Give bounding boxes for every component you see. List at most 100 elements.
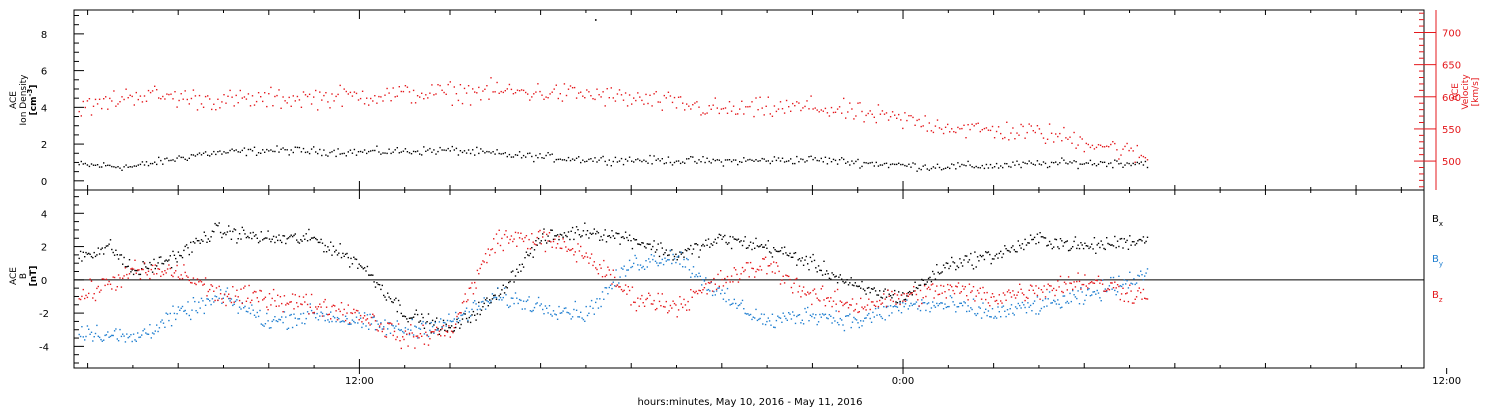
- bz-point: [880, 303, 882, 305]
- bx-point: [540, 240, 542, 242]
- density-point: [792, 162, 794, 165]
- bz-point: [444, 335, 446, 337]
- bz-point: [403, 338, 405, 341]
- bx-point: [513, 281, 515, 283]
- by-point: [120, 335, 123, 338]
- density-point: [518, 151, 521, 153]
- by-point: [561, 312, 563, 314]
- by-point: [188, 314, 190, 317]
- bx-point: [577, 229, 579, 231]
- by-point: [691, 272, 693, 275]
- density-point: [694, 160, 696, 163]
- by-point: [296, 324, 298, 326]
- velocity-point: [225, 102, 227, 104]
- bz-point: [1010, 296, 1013, 298]
- bz-point: [266, 306, 268, 308]
- bz-point: [783, 282, 786, 284]
- bx-point: [668, 254, 670, 256]
- bz-point: [278, 305, 280, 307]
- bx-point: [180, 255, 182, 257]
- bx-point: [775, 250, 778, 252]
- by-point: [1111, 288, 1113, 290]
- bx-point: [665, 249, 667, 251]
- bz-point: [509, 238, 511, 241]
- bz-point: [869, 308, 871, 311]
- by-point: [555, 314, 557, 316]
- velocity-point: [700, 114, 702, 116]
- by-point: [196, 311, 199, 314]
- by-point: [128, 335, 131, 338]
- bx-point: [888, 293, 890, 295]
- density-point: [353, 148, 356, 151]
- velocity-point: [726, 112, 729, 114]
- by-point: [662, 263, 665, 266]
- bz-point: [1005, 299, 1007, 301]
- bx-point: [279, 239, 282, 242]
- density-point: [469, 152, 472, 155]
- bz-point: [1028, 289, 1030, 291]
- bz-point: [619, 286, 621, 288]
- bx-point: [947, 262, 949, 265]
- density-point: [989, 163, 992, 166]
- bz-point: [1021, 292, 1024, 294]
- density-point: [204, 151, 207, 153]
- bz-point: [646, 297, 648, 300]
- bx-point: [90, 255, 93, 258]
- bx-point: [259, 240, 261, 242]
- bx-point: [649, 243, 651, 245]
- by-point: [202, 300, 204, 302]
- by-point: [160, 321, 162, 323]
- velocity-point: [875, 121, 877, 124]
- bx-point: [967, 261, 969, 263]
- velocity-point: [374, 95, 376, 97]
- bx-point: [588, 237, 590, 239]
- density-point: [906, 165, 908, 167]
- velocity-point: [1140, 154, 1142, 157]
- bx-point: [234, 229, 237, 231]
- bx-point: [1111, 244, 1113, 246]
- density-point: [525, 156, 527, 158]
- bz-point: [395, 338, 397, 341]
- velocity-point: [971, 123, 973, 125]
- density-point: [955, 168, 957, 170]
- bz-point: [752, 267, 754, 270]
- velocity-point: [578, 92, 580, 94]
- bz-point: [649, 294, 651, 297]
- bz-point: [628, 289, 631, 292]
- bz-point: [320, 306, 322, 308]
- velocity-point: [555, 84, 557, 86]
- bx-point: [169, 255, 171, 257]
- bx-point: [896, 302, 899, 304]
- by-point: [889, 305, 892, 307]
- bx-point: [143, 263, 146, 265]
- bx-point: [597, 232, 600, 234]
- density-point: [922, 165, 924, 167]
- velocity-point: [103, 98, 105, 100]
- density-point: [891, 163, 894, 165]
- density-point: [151, 162, 154, 165]
- by-point: [563, 307, 566, 310]
- by-point: [821, 313, 824, 315]
- bx-point: [926, 281, 928, 283]
- velocity-point: [814, 107, 816, 109]
- velocity-point: [141, 101, 144, 103]
- density-point: [105, 165, 107, 167]
- bz-point: [827, 297, 829, 299]
- bx-point: [726, 243, 729, 245]
- bz-point: [234, 295, 237, 297]
- bz-point: [796, 277, 798, 280]
- density-point: [910, 166, 912, 168]
- by-point: [720, 292, 722, 295]
- by-point: [1047, 298, 1049, 300]
- bx-point: [230, 238, 233, 240]
- density-point: [673, 161, 676, 164]
- by-point: [332, 315, 335, 318]
- bx-point: [177, 251, 180, 253]
- bx-point: [393, 299, 396, 301]
- density-point: [482, 150, 484, 152]
- bx-point: [1046, 245, 1048, 247]
- bx-point: [942, 264, 945, 266]
- bz-point: [642, 302, 644, 304]
- by-point: [1096, 289, 1098, 292]
- velocity-point: [559, 93, 561, 95]
